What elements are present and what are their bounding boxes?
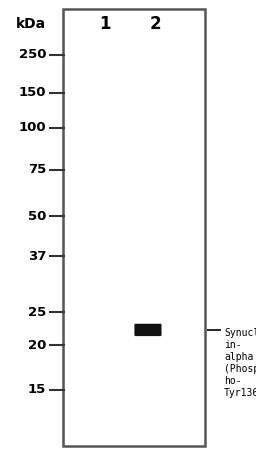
Bar [63, 9, 205, 446]
Text: 15: 15 [28, 383, 46, 396]
Text: 250: 250 [19, 48, 46, 61]
Text: 150: 150 [19, 86, 46, 100]
FancyBboxPatch shape [134, 324, 162, 336]
Text: 50: 50 [28, 209, 46, 223]
Text: 75: 75 [28, 163, 46, 176]
Text: 37: 37 [28, 250, 46, 263]
Text: 100: 100 [18, 122, 46, 134]
Text: 25: 25 [28, 306, 46, 319]
Text: kDa: kDa [16, 17, 46, 32]
Text: 2: 2 [149, 16, 161, 33]
Text: 20: 20 [28, 339, 46, 352]
Text: 1: 1 [100, 16, 111, 33]
Text: Synucle
in-
alpha
(Phosp
ho-
Tyr136): Synucle in- alpha (Phosp ho- Tyr136) [224, 328, 256, 398]
